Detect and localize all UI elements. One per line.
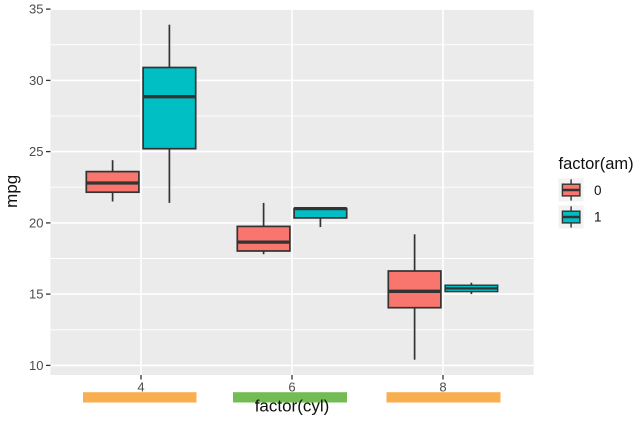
- svg-text:20: 20: [29, 215, 43, 230]
- svg-text:35: 35: [29, 2, 43, 17]
- svg-text:10: 10: [29, 358, 43, 373]
- svg-text:4: 4: [137, 380, 144, 395]
- svg-text:30: 30: [29, 73, 43, 88]
- svg-text:25: 25: [29, 144, 43, 159]
- svg-text:mpg: mpg: [2, 175, 21, 208]
- svg-text:1: 1: [594, 210, 602, 225]
- svg-text:8: 8: [439, 380, 446, 395]
- svg-text:15: 15: [29, 287, 43, 302]
- svg-text:6: 6: [288, 380, 295, 395]
- svg-text:0: 0: [594, 183, 602, 198]
- svg-text:factor(am): factor(am): [559, 155, 634, 173]
- svg-text:factor(cyl): factor(cyl): [255, 397, 330, 416]
